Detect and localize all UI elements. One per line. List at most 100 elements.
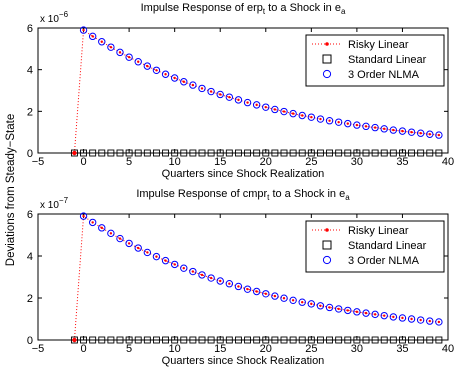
point-3-order-nlma [125, 53, 133, 61]
y-tick-label: 4 [27, 65, 33, 77]
point-risky-linear [282, 110, 286, 113]
point-standard-linear [180, 336, 188, 344]
point-3-order-nlma [316, 115, 325, 123]
chart-panel-1: Impulse Response of erpt to a Shock in e… [27, 2, 454, 180]
legend-swatch-nlma [322, 255, 332, 265]
point-risky-linear [191, 270, 195, 273]
point-standard-linear [289, 336, 297, 344]
legend-swatch-nlma [322, 69, 332, 79]
point-3-order-nlma [289, 296, 297, 305]
point-standard-linear [180, 149, 188, 157]
point-3-order-nlma [307, 300, 316, 308]
point-3-order-nlma [353, 308, 361, 316]
point-3-order-nlma [416, 129, 425, 137]
point-risky-linear [146, 251, 149, 254]
point-3-order-nlma [207, 274, 215, 282]
point-3-order-nlma [107, 43, 115, 51]
legend-swatch-risky-marker [325, 228, 329, 232]
x-tick-label: 30 [351, 343, 363, 355]
point-risky-linear [355, 123, 359, 127]
point-standard-linear [70, 149, 78, 157]
point-risky-linear [410, 130, 413, 134]
point-standard-linear [189, 336, 197, 344]
point-3-order-nlma [407, 315, 416, 323]
legend-label: Standard Linear [348, 240, 427, 252]
legend-label: Risky Linear [348, 225, 409, 237]
point-standard-linear [253, 336, 261, 344]
point-standard-linear [244, 149, 252, 157]
point-standard-linear [171, 149, 179, 157]
point-3-order-nlma [189, 267, 197, 276]
point-3-order-nlma [325, 303, 334, 312]
point-standard-linear [371, 149, 379, 157]
point-standard-linear [344, 149, 352, 157]
point-risky-linear [228, 95, 231, 99]
point-3-order-nlma [371, 310, 379, 319]
x-tick-label: −5 [32, 156, 45, 168]
point-3-order-nlma [225, 280, 234, 288]
point-risky-linear [419, 318, 422, 322]
point-risky-linear [100, 40, 103, 43]
point-risky-linear [273, 108, 277, 111]
chart-panel-2: Impulse Response of cmprt to a Shock in … [27, 188, 454, 367]
point-standard-linear [417, 336, 425, 344]
point-3-order-nlma [316, 302, 325, 310]
point-risky-linear [118, 237, 122, 240]
point-3-order-nlma [344, 119, 352, 128]
point-standard-linear [107, 336, 115, 344]
point-standard-linear [116, 336, 124, 344]
point-3-order-nlma [152, 252, 161, 261]
point-risky-linear [255, 103, 258, 107]
point-standard-linear [398, 149, 406, 157]
point-risky-linear [191, 83, 195, 87]
point-risky-linear [383, 314, 386, 317]
point-3-order-nlma [79, 26, 88, 34]
point-risky-linear [137, 246, 140, 250]
point-risky-linear [328, 306, 331, 309]
point-risky-linear [301, 114, 304, 117]
point-3-order-nlma [234, 96, 243, 104]
point-standard-linear [335, 336, 343, 344]
x-tick-label: 15 [214, 156, 226, 168]
point-risky-linear [255, 290, 258, 293]
plot-area-frame [37, 27, 449, 154]
point-risky-linear [273, 294, 277, 298]
point-standard-linear [362, 336, 370, 344]
point-standard-linear [152, 336, 160, 344]
point-3-order-nlma [88, 32, 97, 41]
point-standard-linear [225, 336, 233, 344]
point-standard-linear [244, 336, 252, 344]
point-standard-linear [207, 336, 215, 344]
chart-title: Impulse Response of cmprt to a Shock in … [136, 188, 350, 202]
x-tick-label: 25 [305, 156, 317, 168]
point-risky-linear [109, 45, 113, 49]
point-3-order-nlma [161, 70, 170, 78]
point-risky-linear [373, 126, 377, 129]
point-risky-linear [182, 80, 185, 83]
point-risky-linear [383, 127, 386, 131]
y-tick-label: 6 [27, 23, 33, 35]
point-standard-linear [280, 149, 288, 157]
x-axis-label: Quarters since Shock Realization [162, 355, 325, 367]
point-3-order-nlma [325, 117, 334, 125]
legend-label: 3 Order NLMA [348, 255, 420, 267]
point-standard-linear [335, 149, 343, 157]
point-3-order-nlma [389, 126, 398, 134]
point-risky-linear [209, 276, 213, 280]
point-risky-linear [419, 132, 422, 135]
point-standard-linear [426, 336, 434, 344]
point-3-order-nlma [198, 271, 206, 279]
point-3-order-nlma [116, 48, 124, 57]
point-standard-linear [289, 149, 297, 157]
point-3-order-nlma [426, 130, 434, 138]
point-standard-linear [216, 149, 224, 157]
point-standard-linear [316, 336, 324, 344]
point-risky-linear [219, 279, 222, 283]
point-risky-linear [319, 117, 322, 121]
x-tick-label: 5 [126, 156, 132, 168]
point-standard-linear [98, 149, 106, 157]
point-risky-linear [392, 315, 395, 319]
point-3-order-nlma [98, 224, 106, 232]
point-standard-linear [298, 336, 306, 344]
point-3-order-nlma [170, 260, 179, 269]
